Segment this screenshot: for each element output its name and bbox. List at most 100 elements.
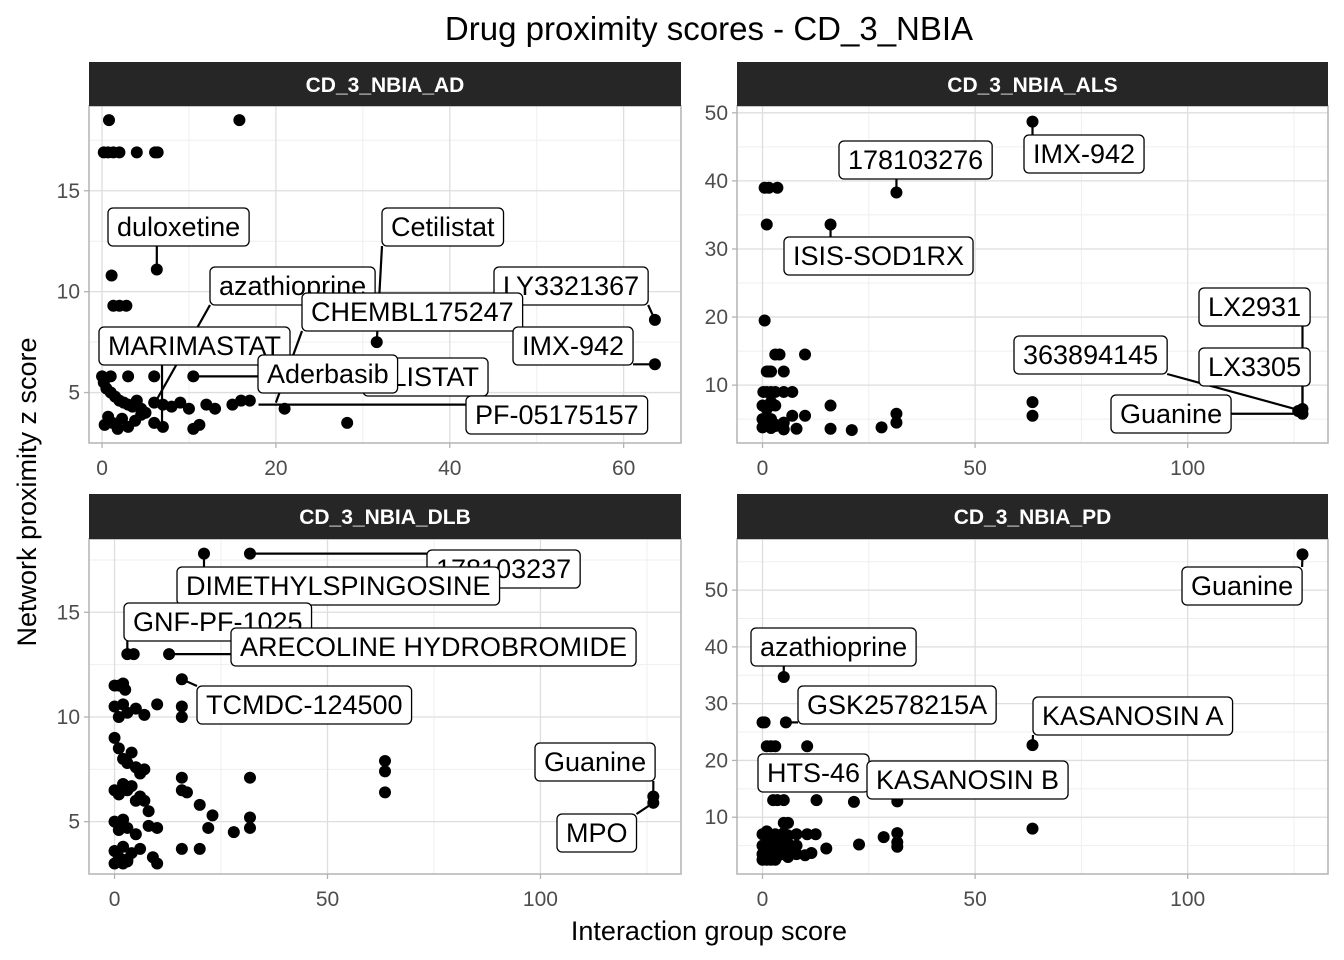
- drug-label: LX3305: [1198, 347, 1311, 387]
- y-tick-label: 10: [705, 806, 728, 829]
- facet-strip-label: CD_3_NBIA_ALS: [947, 74, 1117, 97]
- data-point: [853, 838, 866, 851]
- drug-label: CHEMBL175247: [301, 292, 524, 332]
- data-point: [765, 365, 778, 378]
- drug-label-text: GSK2578215A: [807, 690, 987, 720]
- drug-label: Guanine: [1181, 566, 1303, 606]
- y-tick-label: 40: [705, 170, 728, 193]
- x-tick-label: 0: [109, 888, 121, 911]
- chart-title: Drug proximity scores - CD_3_NBIA: [445, 10, 973, 47]
- data-point: [197, 547, 210, 560]
- drug-label-box: [512, 326, 634, 366]
- drug-label: LY3321367: [493, 266, 649, 306]
- drug-label-text: duloxetine: [117, 212, 240, 242]
- label-leader-line: [1166, 372, 1303, 413]
- drug-label: MPO: [556, 813, 638, 853]
- data-point: [129, 702, 142, 715]
- facet-panels: 0 20 40 60 5 10 15 duloxetine Cetilistat azathiop…: [57, 62, 1329, 911]
- data-point: [1026, 822, 1039, 835]
- y-tick-label: 10: [705, 374, 728, 397]
- drug-label: 178103276: [838, 140, 993, 180]
- data-point: [175, 842, 188, 855]
- data-point: [233, 114, 246, 127]
- data-point: [824, 218, 837, 231]
- drug-label: duloxetine: [107, 207, 250, 247]
- data-point: [193, 418, 206, 431]
- facet-strip: [89, 62, 681, 106]
- data-point: [243, 547, 256, 560]
- data-point: [769, 399, 782, 412]
- y-axis-title: Network proximity z score: [12, 337, 42, 646]
- drug-label-text: TCMDC-124500: [206, 690, 403, 720]
- data-point: [175, 700, 188, 713]
- data-point: [175, 673, 188, 686]
- data-point: [1026, 396, 1039, 409]
- y-tick-label: 30: [705, 238, 728, 261]
- data-point: [125, 780, 138, 793]
- x-tick-label: 20: [264, 457, 287, 480]
- drug-label-box: [797, 685, 997, 725]
- drug-label: Aderbasib: [257, 354, 399, 394]
- data-point: [758, 314, 771, 327]
- drug-label: IMX-942: [512, 326, 634, 366]
- drug-label-box: [301, 292, 524, 332]
- data-point: [243, 811, 256, 824]
- data-point: [801, 740, 814, 753]
- facet-strip: [737, 494, 1328, 539]
- x-tick-label: 0: [757, 457, 769, 480]
- data-point: [209, 402, 222, 415]
- data-point: [180, 786, 193, 799]
- drug-label-text: KASANOSIN B: [876, 765, 1059, 795]
- data-point: [1296, 548, 1309, 561]
- data-point: [777, 423, 790, 436]
- data-point: [769, 853, 782, 866]
- data-point: [127, 648, 140, 661]
- data-point: [820, 842, 833, 855]
- data-point: [809, 828, 822, 841]
- data-point: [790, 828, 803, 841]
- data-point: [151, 146, 164, 159]
- data-point: [875, 421, 888, 434]
- x-tick-label: 50: [963, 457, 986, 480]
- drug-label-text: MPO: [566, 818, 628, 848]
- drug-label-box: [1198, 287, 1311, 327]
- data-point: [243, 394, 256, 407]
- data-point: [891, 840, 904, 853]
- drug-label-box: [1013, 335, 1168, 375]
- data-point: [138, 763, 151, 776]
- x-tick-label: 50: [963, 888, 986, 911]
- data-point: [151, 698, 164, 711]
- data-point: [799, 409, 812, 422]
- data-point: [202, 821, 215, 834]
- drug-label: KASANOSIN A: [1032, 696, 1234, 736]
- drug-label: TCMDC-124500: [196, 685, 413, 725]
- drug-label: azathioprine: [750, 627, 917, 667]
- data-point: [777, 365, 790, 378]
- data-point: [648, 358, 661, 371]
- drug-label-text: HTS-46: [767, 758, 860, 788]
- drug-label: HTS-46: [757, 753, 870, 793]
- y-tick-label: 50: [705, 579, 728, 602]
- data-point: [193, 798, 206, 811]
- data-point: [805, 846, 818, 859]
- drug-label-box: [1023, 134, 1145, 174]
- y-tick-label: 10: [57, 281, 80, 304]
- data-point: [148, 370, 161, 383]
- y-tick-label: 5: [68, 382, 80, 405]
- drug-label-box: [750, 627, 917, 667]
- data-point: [227, 826, 240, 839]
- drug-label: DIMETHYLSPINGOSINE: [176, 566, 501, 606]
- drug-label-box: [196, 685, 413, 725]
- facet-CD_3_NBIA_ALS: 0 50 100 10 20 30 40 50 178103276 IMX-942 ISIS-SOD…: [705, 62, 1329, 480]
- data-point: [120, 299, 133, 312]
- data-point: [142, 805, 155, 818]
- data-point: [134, 842, 147, 855]
- x-tick-label: 40: [438, 457, 461, 480]
- drug-label-text: IMX-942: [1033, 139, 1135, 169]
- data-point: [799, 348, 812, 361]
- data-point: [151, 821, 164, 834]
- data-point: [113, 146, 126, 159]
- data-point: [769, 740, 782, 753]
- drug-label-box: [1032, 696, 1234, 736]
- drug-label-text: PF-05175157: [475, 400, 639, 430]
